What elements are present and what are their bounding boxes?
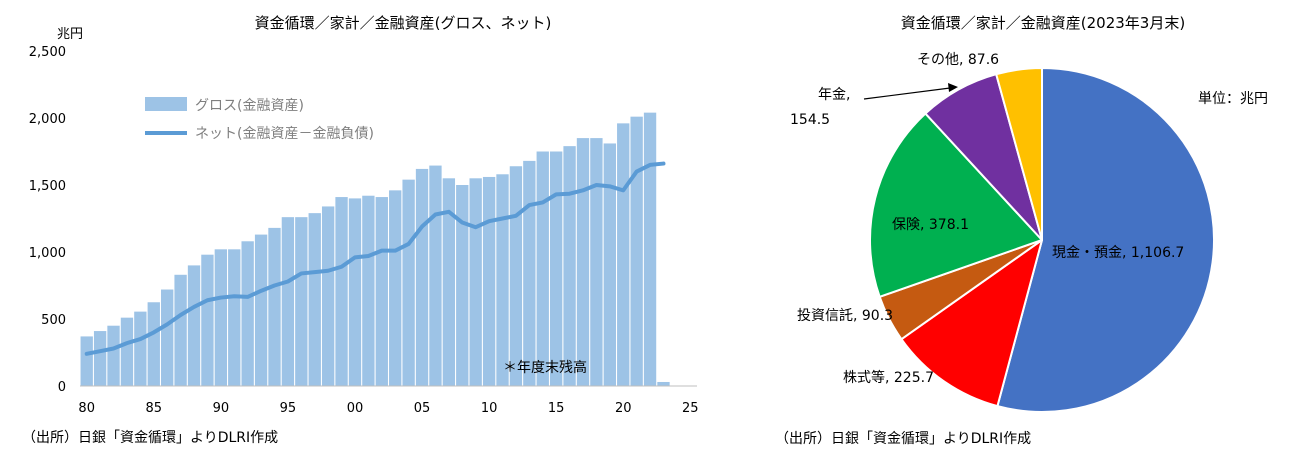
bar-2020 <box>617 123 630 387</box>
bar-1997 <box>308 213 321 386</box>
bar-1981 <box>93 331 107 386</box>
y-tick-1,500: 1,500 <box>29 179 66 194</box>
bar-2017 <box>576 138 590 386</box>
bar-2013 <box>523 160 536 386</box>
slice-label-insurance: 保険, 378.1 <box>892 217 969 233</box>
bar-1991 <box>228 249 241 386</box>
slice-label-cash: 現金・預金, 1,106.7 <box>1052 245 1184 261</box>
slice-label-trusts: 投資信託, 90.3 <box>797 308 893 324</box>
x-tick-25: 25 <box>682 401 699 416</box>
x-tick-90: 90 <box>213 401 230 416</box>
y-tick-0: 0 <box>58 380 66 395</box>
chart-title: 資金循環／家計／金融資産(グロス、ネット) <box>255 14 552 32</box>
x-tick-15: 15 <box>548 401 565 416</box>
x-tick-labels: 80 85 90 95 00 05 10 15 20 25 <box>78 401 698 416</box>
x-tick-20: 20 <box>615 401 632 416</box>
pie-slice-5 <box>995 67 1043 241</box>
slice-label-other: その他, 87.6 <box>917 52 999 68</box>
pension-leader-line <box>863 87 951 100</box>
bar-1987 <box>174 274 187 386</box>
bar-1982 <box>107 325 120 386</box>
bar-2006 <box>429 165 442 386</box>
pie-slices <box>869 67 1216 413</box>
bar-1988 <box>187 265 201 386</box>
bar-2000 <box>348 198 362 386</box>
bar-2016 <box>563 146 576 386</box>
x-tick-00: 00 <box>347 401 364 416</box>
bar-2015 <box>549 151 563 386</box>
bar-1980 <box>80 336 93 386</box>
y-tick-labels: 0 500 1,000 1,500 2,000 2,500 <box>29 45 66 395</box>
x-tick-95: 95 <box>280 401 297 416</box>
bar-2003 <box>389 190 402 386</box>
bar-2002 <box>375 197 388 386</box>
chart-note: ＊年度末残高 <box>503 359 587 376</box>
slice-label-pension-2: 154.5 <box>790 112 830 128</box>
y-tick-1,000: 1,000 <box>29 246 66 261</box>
y-tick-2,500: 2,500 <box>29 45 66 60</box>
y-tick-500: 500 <box>41 313 66 328</box>
net-line <box>84 161 666 356</box>
bar-2012 <box>509 166 523 386</box>
bar-line-chart: 資金循環／家計／金融資産(グロス、ネット) 兆円 05001,0001,5002… <box>22 14 699 446</box>
bar-2014 <box>536 151 549 386</box>
slice-label-pension-1: 年金, <box>818 87 850 103</box>
bar-2001 <box>362 195 375 386</box>
bar-1999 <box>335 197 348 386</box>
pie-slice-0 <box>996 67 1216 413</box>
bar-1989 <box>201 254 214 386</box>
bar-2005 <box>415 168 429 386</box>
bar-series <box>80 112 670 387</box>
bar-1996 <box>295 217 308 386</box>
bar-1998 <box>321 206 335 386</box>
pension-leader-arrowhead <box>948 83 958 92</box>
slice-label-stocks: 株式等, 225.7 <box>843 369 934 386</box>
bar-1992 <box>241 241 254 386</box>
bar-2019 <box>603 143 616 386</box>
bar-2010 <box>482 176 496 386</box>
bar-1986 <box>161 289 174 386</box>
y-axis-label: 兆円 <box>57 27 83 42</box>
source-note-right: （出所）日銀「資金循環」よりDLRI作成 <box>775 431 1031 447</box>
bar-1983 <box>120 317 134 386</box>
bar-2011 <box>496 174 509 386</box>
bar-2018 <box>590 138 603 386</box>
bar-2004 <box>402 179 415 386</box>
legend-label-gross: グロス(金融資産) <box>195 98 304 114</box>
bar-2007 <box>442 178 456 386</box>
x-tick-05: 05 <box>414 401 431 416</box>
x-tick-80: 80 <box>78 401 95 416</box>
bar-1995 <box>281 217 295 386</box>
bar-1993 <box>254 234 268 386</box>
bar-2023 <box>657 381 670 386</box>
pie-chart: 資金循環／家計／金融資産(2023年3月末) 単位：兆円 現金・預金, 1,10… <box>775 14 1268 447</box>
x-tick-85: 85 <box>145 401 162 416</box>
legend-swatch-gross <box>145 97 187 111</box>
x-tick-10: 10 <box>481 401 498 416</box>
bar-1985 <box>147 302 160 386</box>
unit-label: 単位：兆円 <box>1198 91 1268 107</box>
bar-2008 <box>456 185 469 386</box>
bar-1984 <box>134 311 147 386</box>
pie-slice-3 <box>869 112 1043 298</box>
source-note-left: （出所）日銀「資金循環」よりDLRI作成 <box>22 430 278 446</box>
y-tick-2,000: 2,000 <box>29 112 66 127</box>
bar-1994 <box>268 227 281 386</box>
legend-label-net: ネット(金融資産－金融負債) <box>195 126 374 142</box>
bar-2021 <box>630 116 643 386</box>
pie-chart-title: 資金循環／家計／金融資産(2023年3月末) <box>901 14 1185 32</box>
bar-2009 <box>469 178 482 386</box>
bar-2022 <box>643 112 657 386</box>
pie-slice-1 <box>900 239 1043 408</box>
bar-1990 <box>214 249 228 386</box>
